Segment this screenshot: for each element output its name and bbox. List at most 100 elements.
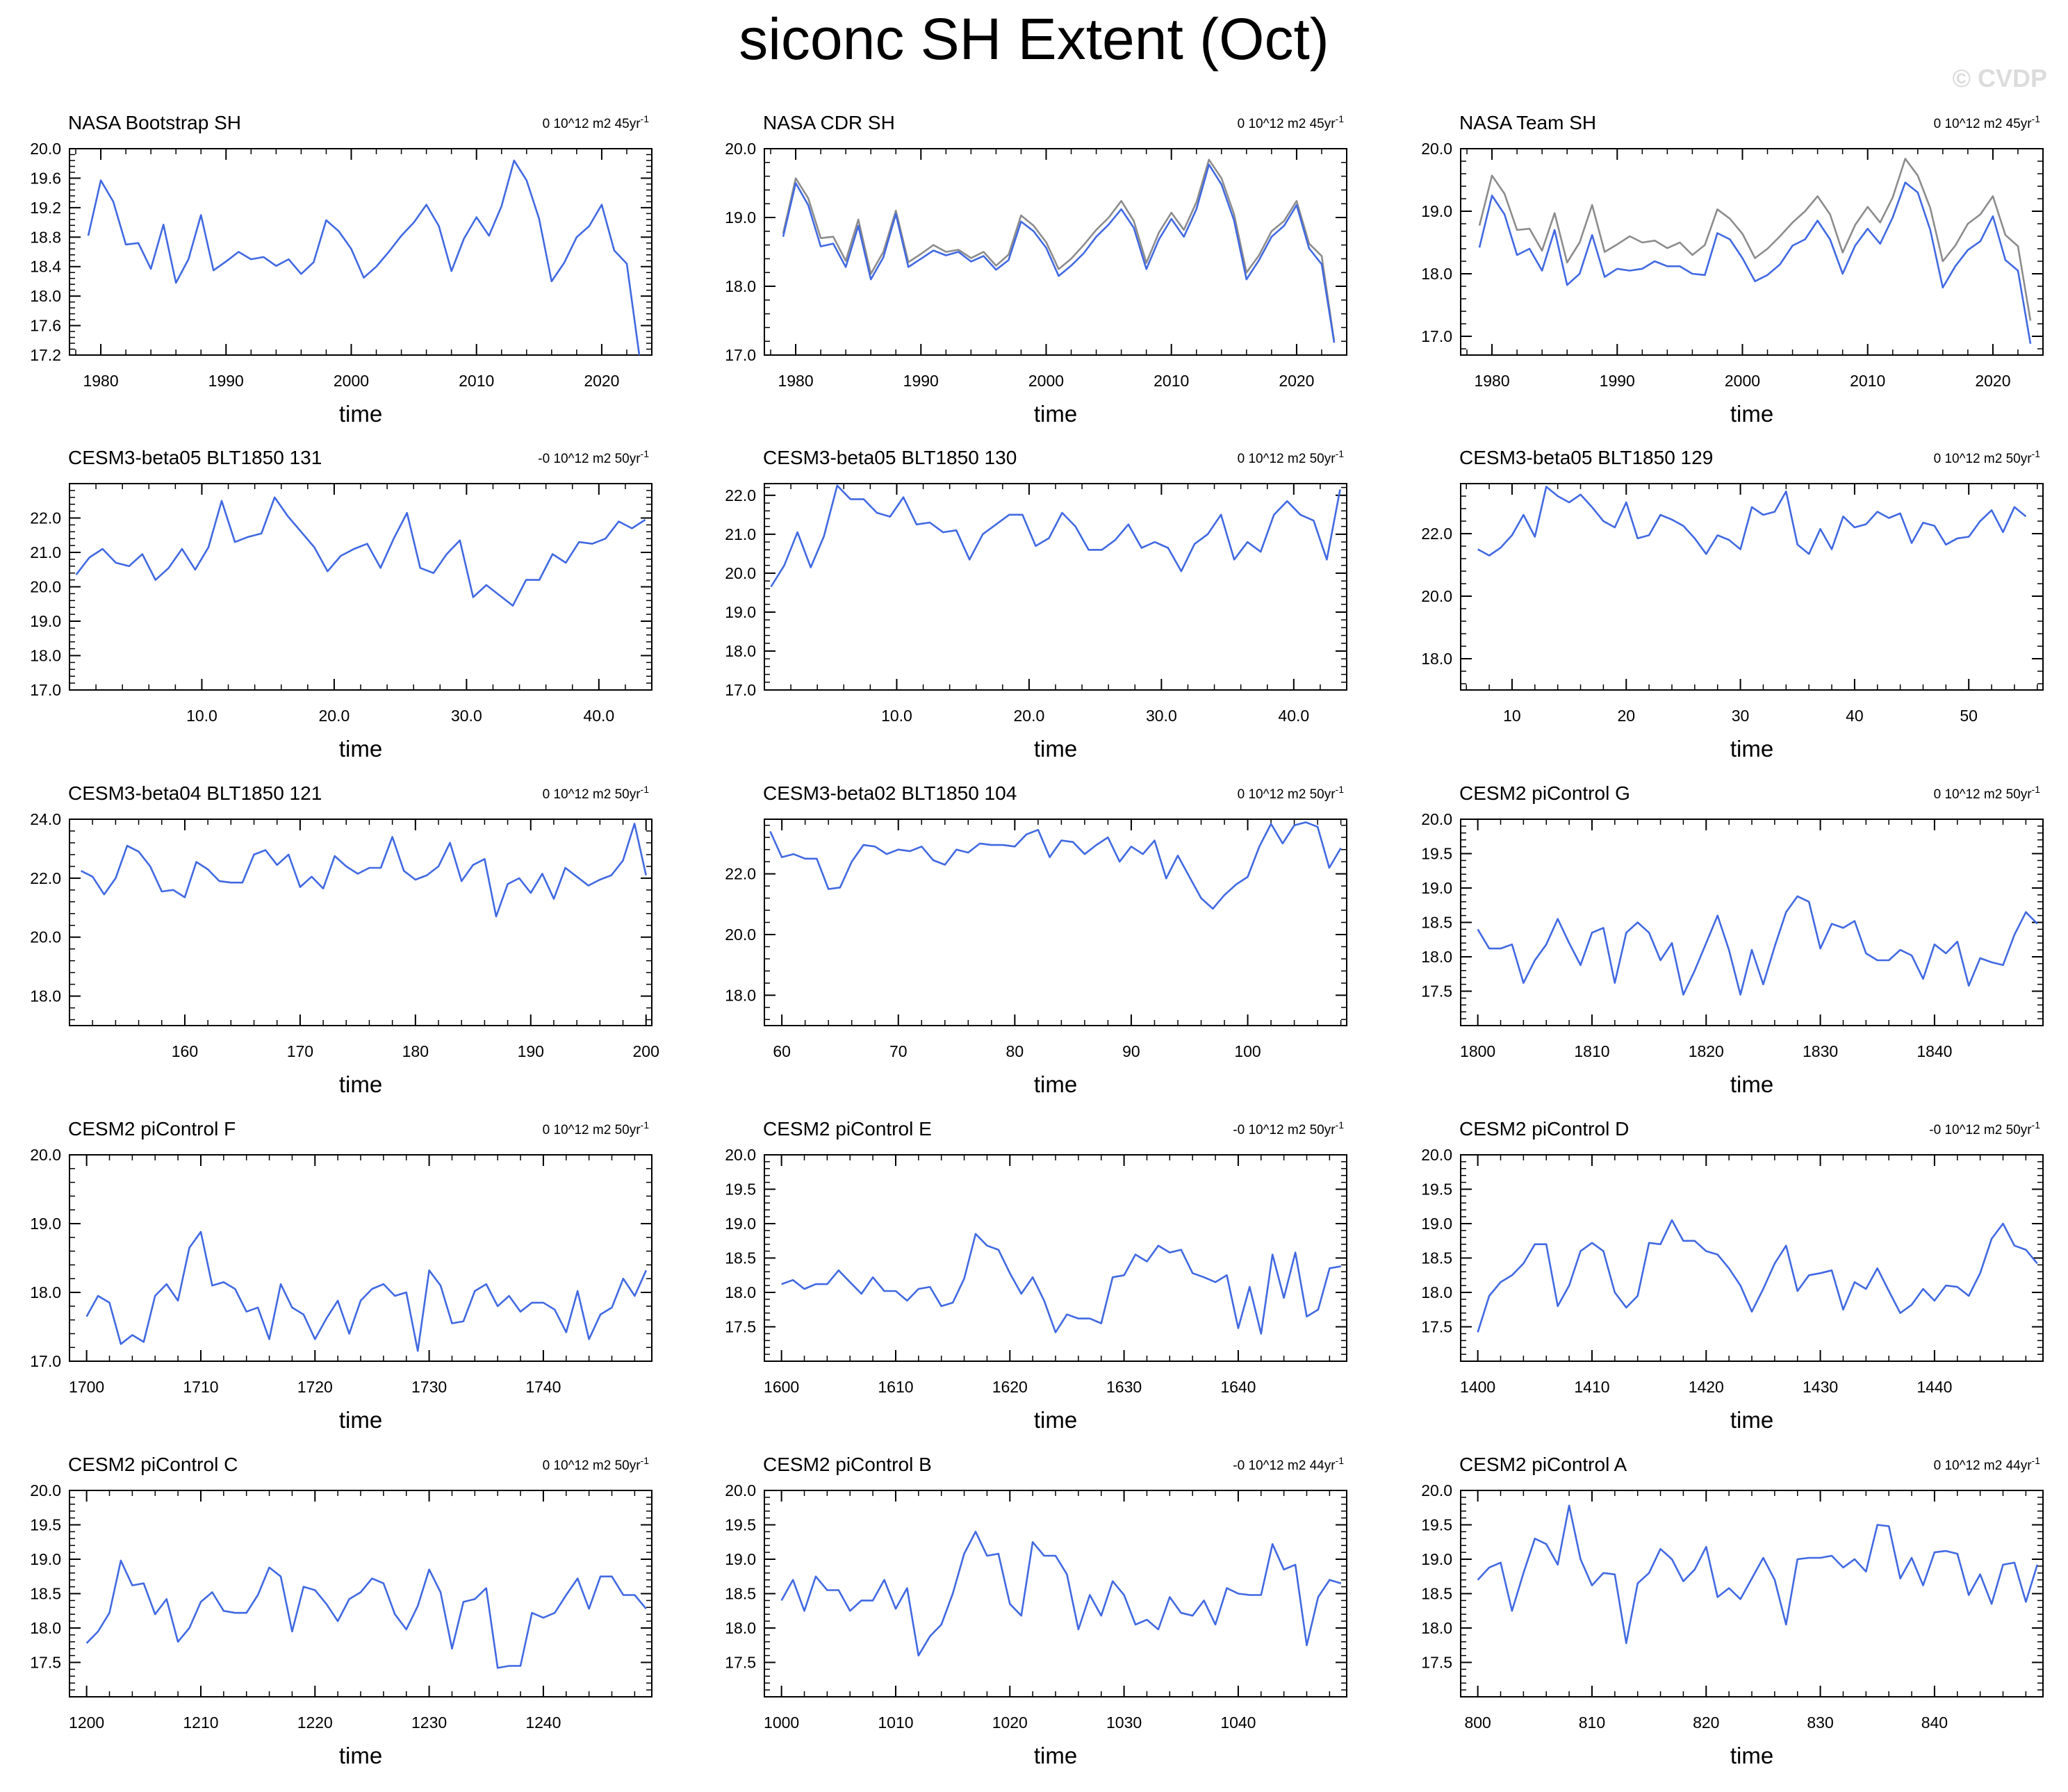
x-tick-label: 20 — [1617, 707, 1635, 725]
chart-panel-8: 18.0 20.0 22.0 60 70 80 90 100 time CESM3-beta02 … — [725, 782, 1347, 1097]
y-tick-label: 18.0 — [30, 987, 61, 1005]
y-tick-label: 22.0 — [725, 865, 756, 883]
x-tick-label: 2010 — [1154, 372, 1189, 390]
series-line — [780, 1531, 1342, 1657]
y-tick-label: 18.5 — [1421, 1585, 1452, 1603]
trend-label: -0 10^12 m2 44yr-1 — [1233, 1455, 1344, 1473]
chart-panel-15: 17.5 18.0 18.5 19.0 19.5 20.0 800 810 820 830 840 t… — [1421, 1454, 2044, 1768]
plot-frame — [1460, 148, 2044, 356]
y-tick-label: 19.0 — [30, 1215, 61, 1233]
y-tick-label: 20.0 — [725, 564, 756, 582]
trend-label: 0 10^12 m2 45yr-1 — [1238, 113, 1345, 131]
x-tick-label: 1210 — [183, 1713, 218, 1732]
x-axis-label: time — [1034, 1071, 1077, 1097]
trend-label: 0 10^12 m2 44yr-1 — [1934, 1455, 2041, 1473]
x-tick-label: 1440 — [1917, 1378, 1952, 1396]
y-tick-label: 19.0 — [30, 1550, 61, 1568]
y-tick-label: 20.0 — [1421, 810, 1452, 828]
y-tick-label: 17.5 — [1421, 1654, 1452, 1672]
y-tick-label: 19.6 — [30, 169, 61, 187]
trend-label: 0 10^12 m2 50yr-1 — [1238, 448, 1345, 466]
x-tick-label: 810 — [1579, 1713, 1605, 1732]
x-axis-label: time — [1034, 736, 1077, 762]
panel-title: NASA Team SH — [1459, 112, 1596, 133]
y-tick-label: 18.5 — [1421, 914, 1452, 932]
plot-frame — [764, 483, 1347, 691]
series-line — [75, 496, 646, 607]
reference-series-line — [1478, 158, 2032, 321]
trend-label: 0 10^12 m2 50yr-1 — [1238, 784, 1345, 802]
x-axis-label: time — [1034, 1743, 1077, 1768]
x-tick-label: 1020 — [992, 1713, 1028, 1732]
y-tick-label: 19.0 — [1421, 1215, 1452, 1233]
x-tick-label: 1220 — [297, 1713, 333, 1732]
x-tick-label: 30.0 — [1146, 707, 1177, 725]
series-line — [1477, 1504, 2039, 1645]
y-tick-label: 17.5 — [1421, 1318, 1452, 1336]
y-tick-label: 20.0 — [725, 1146, 756, 1164]
x-tick-label: 1980 — [83, 372, 118, 390]
x-tick-label: 1990 — [208, 372, 244, 390]
y-tick-label: 18.0 — [725, 1283, 756, 1301]
x-tick-label: 10.0 — [881, 707, 912, 725]
series-line — [770, 484, 1341, 588]
x-tick-label: 190 — [518, 1042, 544, 1060]
chart-panel-2: 17.0 18.0 19.0 20.0 1980 1990 2000 2010 2020 time… — [725, 112, 1347, 427]
y-tick-label: 19.0 — [725, 1215, 756, 1233]
x-axis-label: time — [339, 401, 382, 427]
x-tick-label: 1700 — [69, 1378, 104, 1396]
x-tick-label: 2010 — [459, 372, 494, 390]
panel-title: CESM2 piControl E — [763, 1118, 932, 1140]
y-tick-label: 22.0 — [30, 869, 61, 887]
series-line — [1477, 486, 2027, 557]
panel-title: CESM3-beta02 BLT1850 104 — [763, 782, 1017, 804]
x-tick-label: 10.0 — [186, 707, 218, 725]
chart-panel-13: 17.5 18.0 18.5 19.0 19.5 20.0 1200 1210 1220 1230… — [30, 1454, 653, 1768]
x-tick-label: 40.0 — [583, 707, 614, 725]
y-tick-label: 19.0 — [30, 612, 61, 630]
plot-frame — [1460, 819, 2044, 1026]
trend-label: 0 10^12 m2 50yr-1 — [543, 784, 650, 802]
x-tick-label: 1990 — [903, 372, 939, 390]
panel-title: CESM3-beta05 BLT1850 129 — [1459, 447, 1713, 468]
x-tick-label: 70 — [889, 1042, 908, 1060]
y-tick-label: 20.0 — [1421, 587, 1452, 605]
panel-title: CESM2 piControl B — [763, 1454, 932, 1475]
trend-label: -0 10^12 m2 50yr-1 — [1233, 1119, 1344, 1137]
y-tick-label: 20.0 — [30, 140, 61, 158]
y-tick-label: 19.5 — [725, 1516, 756, 1534]
panel-title: CESM3-beta05 BLT1850 131 — [68, 447, 322, 468]
trend-label: 0 10^12 m2 50yr-1 — [543, 1455, 650, 1473]
x-tick-label: 80 — [1006, 1042, 1024, 1060]
x-tick-label: 2000 — [1725, 372, 1760, 390]
chart-panel-4: 17.0 18.0 19.0 20.0 21.0 22.0 10.0 20.0 30.0 40.0… — [30, 447, 653, 762]
trend-label: 0 10^12 m2 50yr-1 — [1934, 448, 2041, 466]
y-tick-label: 18.0 — [30, 1619, 61, 1637]
y-tick-label: 19.0 — [725, 208, 756, 227]
chart-panel-12: 17.5 18.0 18.5 19.0 19.5 20.0 1400 1410 1420 1430… — [1421, 1118, 2044, 1433]
y-tick-label: 17.0 — [725, 346, 756, 364]
panel-title: CESM2 piControl F — [68, 1118, 236, 1140]
y-tick-label: 17.5 — [1421, 983, 1452, 1001]
y-tick-label: 18.0 — [725, 642, 756, 660]
x-tick-label: 1000 — [764, 1713, 799, 1732]
y-tick-label: 19.0 — [1421, 1550, 1452, 1568]
x-axis-label: time — [1730, 1743, 1773, 1768]
x-tick-label: 1620 — [992, 1378, 1028, 1396]
y-tick-label: 20.0 — [725, 1481, 756, 1499]
x-tick-label: 30 — [1732, 707, 1750, 725]
x-tick-label: 1410 — [1574, 1378, 1609, 1396]
y-tick-label: 19.5 — [1421, 845, 1452, 863]
x-tick-label: 10 — [1503, 707, 1521, 725]
x-axis-label: time — [1730, 736, 1773, 762]
reference-series-line — [782, 158, 1336, 342]
y-tick-label: 18.8 — [30, 228, 61, 246]
y-tick-label: 20.0 — [1421, 1146, 1452, 1164]
y-tick-label: 21.0 — [725, 525, 756, 543]
chart-panel-3: 17.0 18.0 19.0 20.0 1980 1990 2000 2010 2020 time… — [1421, 112, 2044, 427]
chart-panel-9: 17.5 18.0 18.5 19.0 19.5 20.0 1800 1810 1820 1830… — [1421, 782, 2044, 1097]
x-tick-label: 170 — [287, 1042, 313, 1060]
chart-panel-6: 18.0 20.0 22.0 10 20 30 40 50 time CESM3-beta05 B… — [1421, 447, 2044, 762]
x-tick-label: 1230 — [411, 1713, 447, 1732]
y-tick-label: 18.0 — [30, 287, 61, 305]
